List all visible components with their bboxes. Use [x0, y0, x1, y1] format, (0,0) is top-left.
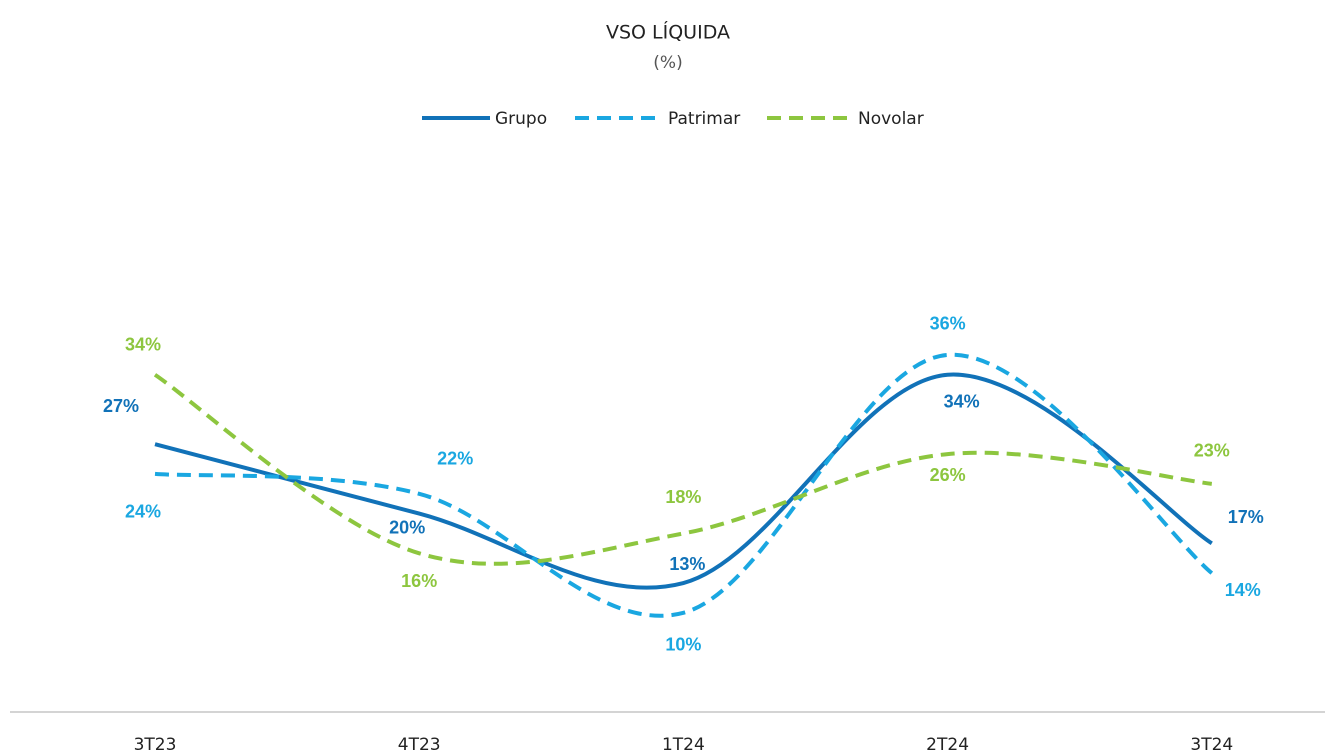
data-label: 16% [401, 571, 437, 591]
x-tick-label: 3T23 [134, 735, 177, 754]
series-line [154, 372, 1213, 590]
data-label: 17% [1228, 507, 1264, 527]
data-label: 34% [944, 391, 980, 411]
data-label: 34% [125, 334, 161, 354]
legend-label: Patrimar [668, 109, 740, 129]
data-label: 26% [930, 465, 966, 485]
legend-label: Novolar [858, 109, 924, 129]
data-label: 27% [103, 396, 139, 416]
data-label: 13% [669, 554, 705, 574]
data-label: 14% [1225, 580, 1261, 600]
x-tick-label: 4T23 [398, 735, 441, 754]
data-label: 24% [125, 502, 161, 522]
legend-label: Grupo [495, 109, 547, 129]
chart-title: VSO LÍQUIDA [606, 21, 730, 44]
series-line [153, 373, 1213, 566]
x-tick-label: 3T24 [1190, 735, 1233, 754]
data-label: 22% [437, 449, 473, 469]
x-tick-label: 2T24 [926, 735, 969, 754]
chart-subtitle: (%) [653, 53, 682, 73]
data-label: 18% [665, 487, 701, 507]
x-tick-label: 1T24 [662, 735, 705, 754]
data-label: 36% [930, 314, 966, 334]
series-line [154, 352, 1214, 618]
data-label: 20% [389, 517, 425, 537]
data-label: 23% [1194, 441, 1230, 461]
data-label: 10% [665, 635, 701, 655]
